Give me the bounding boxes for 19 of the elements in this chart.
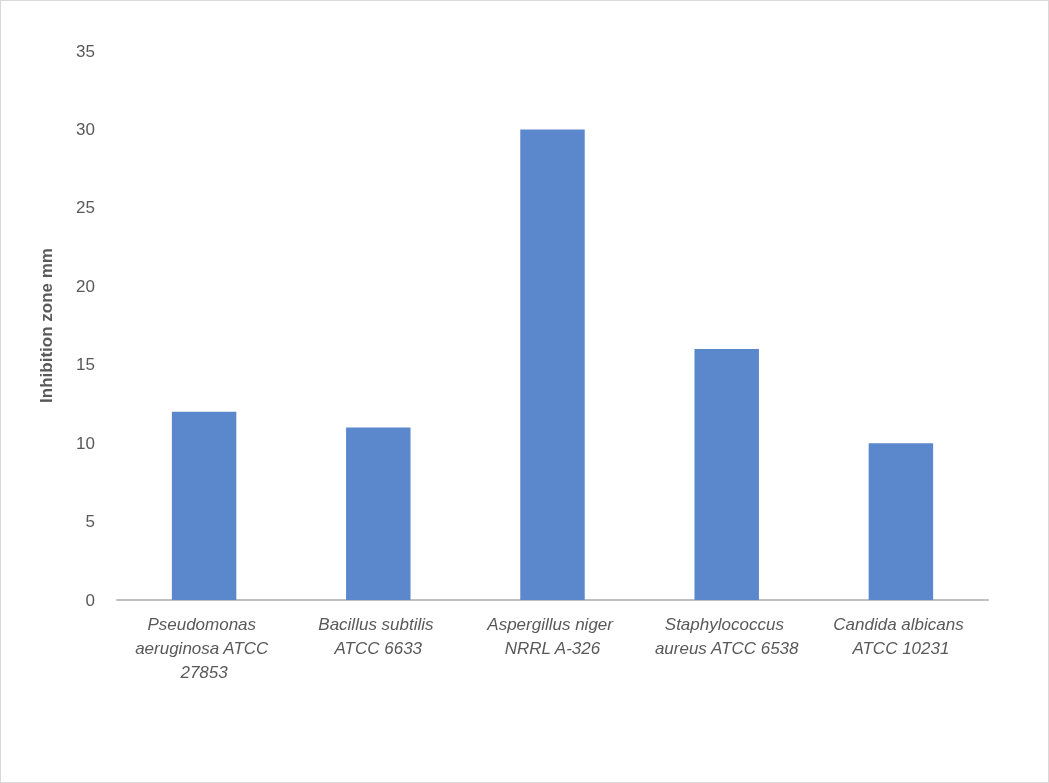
x-tick-label: Pseudomonas aeruginosa ATCC 27853 [135,614,274,682]
x-tick-label: Bacillus subtilis ATCC 6633 [318,614,439,658]
y-tick-label: 20 [76,276,95,296]
y-tick-label: 25 [76,198,95,218]
x-tick-label: Staphylococcus aureus ATCC 6538 [654,614,800,658]
y-tick-label: 15 [76,355,95,375]
y-tick-label: 0 [85,590,95,610]
bar [171,411,237,600]
y-tick-label: 10 [76,433,95,453]
bar [346,427,411,600]
bar [694,349,759,600]
x-tick-label: Candida albicans ATCC 10231 [833,614,969,658]
y-tick-label: 5 [85,512,95,532]
y-tick-label: 30 [76,119,95,139]
bar [520,129,585,600]
x-tick-label: Aspergillus niger NRRL A-326 [486,614,618,658]
y-axis-title: Inhibition zone mm [37,248,56,403]
y-tick-label: 35 [76,41,95,61]
bar [868,443,934,600]
